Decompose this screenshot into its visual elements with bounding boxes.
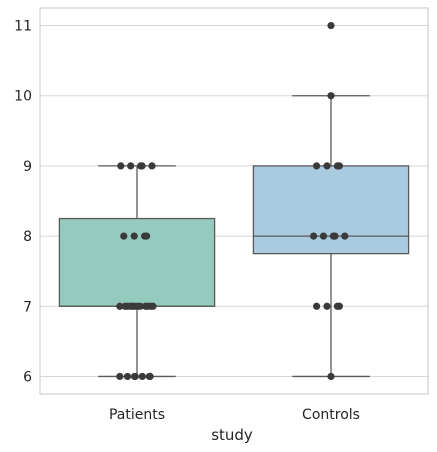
data-point <box>327 21 335 30</box>
y-tick-label: 11 <box>14 19 32 35</box>
data-point <box>335 302 343 310</box>
data-point <box>145 372 153 381</box>
y-tick-label: 8 <box>23 229 32 245</box>
data-point <box>138 162 146 170</box>
data-point <box>327 92 335 100</box>
data-point <box>123 302 131 310</box>
box-patients <box>58 217 216 307</box>
data-point <box>341 232 349 240</box>
data-point <box>319 232 328 240</box>
data-point <box>143 232 151 240</box>
box-controls <box>252 165 410 255</box>
data-point <box>331 232 339 240</box>
data-point <box>131 302 139 310</box>
x-tick-label: Patients <box>109 407 165 423</box>
y-tick-label: 6 <box>23 369 32 385</box>
data-point <box>116 372 124 381</box>
data-point <box>138 372 146 381</box>
x-tick-label: Controls <box>302 407 360 423</box>
data-point <box>127 162 135 170</box>
data-point <box>116 302 124 310</box>
data-point <box>313 302 321 310</box>
data-point <box>123 372 132 381</box>
data-point <box>323 302 331 310</box>
plot-frame <box>39 7 429 395</box>
data-point <box>144 302 152 310</box>
y-tick-label: 7 <box>23 299 32 315</box>
data-point <box>131 372 139 381</box>
y-tick-label: 9 <box>23 159 32 175</box>
data-point <box>323 162 331 170</box>
data-point <box>148 162 156 170</box>
data-point <box>335 162 343 170</box>
data-point <box>120 232 128 240</box>
x-axis-label: study <box>211 426 253 444</box>
data-point <box>117 162 125 170</box>
y-tick-label: 10 <box>14 89 32 105</box>
data-point <box>327 372 335 381</box>
data-point <box>313 162 321 170</box>
data-point <box>310 232 318 240</box>
data-point <box>130 232 138 240</box>
data-point <box>149 302 157 310</box>
data-point <box>136 302 144 310</box>
